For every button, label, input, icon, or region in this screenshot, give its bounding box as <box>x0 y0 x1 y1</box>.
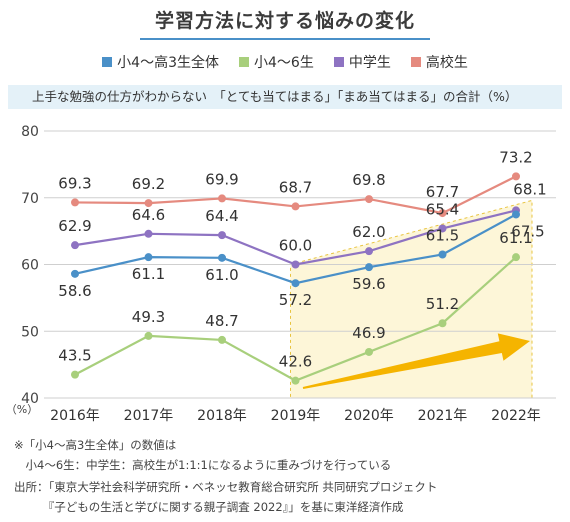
y-tick-label: 40 <box>21 391 39 407</box>
data-point-junior-high <box>144 229 153 238</box>
legend-label-elementary: 小4～6生 <box>254 55 314 71</box>
legend-label-junior-high: 中学生 <box>348 55 391 71</box>
data-label-junior-high: 64.4 <box>205 207 238 225</box>
data-label-high-school: 67.7 <box>426 183 459 201</box>
data-point-elementary <box>144 331 153 340</box>
y-tick-label: 50 <box>21 324 39 340</box>
chart-title: 学習方法に対する悩みの変化 <box>154 10 415 32</box>
growth-arrow-shape <box>302 333 530 389</box>
data-point-all <box>512 210 520 219</box>
data-point-high-school <box>438 209 447 218</box>
data-label-elementary: 61.1 <box>499 229 532 247</box>
data-point-all <box>365 263 373 272</box>
data-label-elementary: 48.7 <box>205 312 238 330</box>
data-label-junior-high: 65.4 <box>426 200 459 218</box>
legend-item-all: 小4～高3生全体 <box>102 52 219 72</box>
data-point-all <box>438 250 447 259</box>
legend-swatch-all <box>102 57 113 67</box>
data-label-elementary: 42.6 <box>279 353 312 371</box>
data-label-high-school: 69.8 <box>352 171 385 189</box>
legend-item-junior-high: 中学生 <box>333 52 391 72</box>
data-point-all <box>218 253 226 262</box>
legend-item-high-school: 高校生 <box>410 52 468 72</box>
note-line-2: 小4～6生：中学生：高校生が1:1:1になるように重みづけを行っている <box>14 458 392 472</box>
data-point-elementary <box>512 253 520 262</box>
data-point-elementary <box>71 370 79 379</box>
data-label-high-school: 68.7 <box>279 178 312 196</box>
data-point-high-school <box>512 172 520 181</box>
data-point-high-school <box>71 198 79 207</box>
data-point-high-school <box>291 202 300 211</box>
data-label-elementary: 51.2 <box>426 295 459 313</box>
x-tick-label: 2019年 <box>271 408 321 424</box>
x-tick-label: 2020年 <box>344 408 394 424</box>
legend-item-elementary: 小4～6生 <box>239 52 314 72</box>
data-point-junior-high <box>218 231 226 240</box>
note-line-1: ※「小4～高3生全体」の数値は <box>14 438 177 452</box>
data-label-all: 61.0 <box>205 266 238 284</box>
data-point-all <box>291 279 300 288</box>
x-tick-label: 2022年 <box>491 408 541 424</box>
data-point-high-school <box>144 199 153 208</box>
data-label-elementary: 49.3 <box>132 308 165 326</box>
data-label-elementary: 46.9 <box>352 324 385 342</box>
x-tick-label: 2021年 <box>418 408 468 424</box>
data-label-junior-high: 62.0 <box>352 223 385 241</box>
note-line-4: 『子どもの生活と学びに関する親子調査 2022』」を基に東洋経済作成 <box>14 500 404 514</box>
legend-label-all: 小4～高3生全体 <box>117 55 219 71</box>
data-point-elementary <box>291 376 300 385</box>
data-point-elementary <box>438 319 447 328</box>
x-tick-label: 2016年 <box>50 408 100 424</box>
data-label-junior-high: 62.9 <box>58 217 91 235</box>
legend-swatch-elementary <box>239 57 249 67</box>
data-point-all <box>144 253 153 262</box>
growth-arrow <box>302 333 530 389</box>
data-label-high-school: 69.3 <box>58 174 91 192</box>
data-label-high-school: 73.2 <box>499 148 532 166</box>
y-tick-label: 60 <box>21 258 39 274</box>
y-tick-label: 70 <box>21 191 39 207</box>
data-point-all <box>71 269 79 278</box>
note-line-3: 出所：「東京大学社会科学研究所・ベネッセ教育総合研究所 共同研究プロジェクト <box>14 480 438 494</box>
data-point-junior-high <box>71 241 79 250</box>
x-tick-label: 2018年 <box>197 408 247 424</box>
data-label-all: 61.5 <box>426 226 459 244</box>
data-label-high-school: 69.2 <box>132 175 165 193</box>
data-label-junior-high: 60.0 <box>279 237 312 255</box>
data-point-junior-high <box>291 260 300 269</box>
x-tick-label: 2017年 <box>124 408 174 424</box>
data-point-junior-high <box>365 247 373 256</box>
data-label-all: 67.5 <box>511 222 544 240</box>
data-label-junior-high: 68.1 <box>513 180 546 198</box>
legend-swatch-high-school <box>410 57 421 67</box>
chart-subtitle: 上手な勉強の仕方がわからない 「とても当てはまる」「まあ当てはまる」の合計（%） <box>8 85 562 109</box>
legend: 小4～高3生全体 小4～6生 中学生 高校生 <box>0 52 570 72</box>
y-unit-label: （%） <box>6 403 38 416</box>
data-point-high-school <box>365 195 373 204</box>
data-point-high-school <box>218 194 226 203</box>
title-underline <box>140 38 430 40</box>
legend-label-high-school: 高校生 <box>425 55 468 71</box>
y-tick-label: 80 <box>21 124 39 140</box>
data-label-all: 61.1 <box>132 265 165 283</box>
data-label-all: 58.6 <box>58 282 91 300</box>
data-label-elementary: 43.5 <box>58 347 91 365</box>
legend-swatch-junior-high <box>333 57 344 67</box>
data-label-junior-high: 64.6 <box>132 206 165 224</box>
data-point-elementary <box>218 335 226 344</box>
data-point-junior-high <box>438 224 447 233</box>
data-label-high-school: 69.9 <box>205 170 238 188</box>
data-point-elementary <box>365 347 373 356</box>
data-label-all: 59.6 <box>352 275 385 293</box>
data-label-all: 57.2 <box>279 291 312 309</box>
